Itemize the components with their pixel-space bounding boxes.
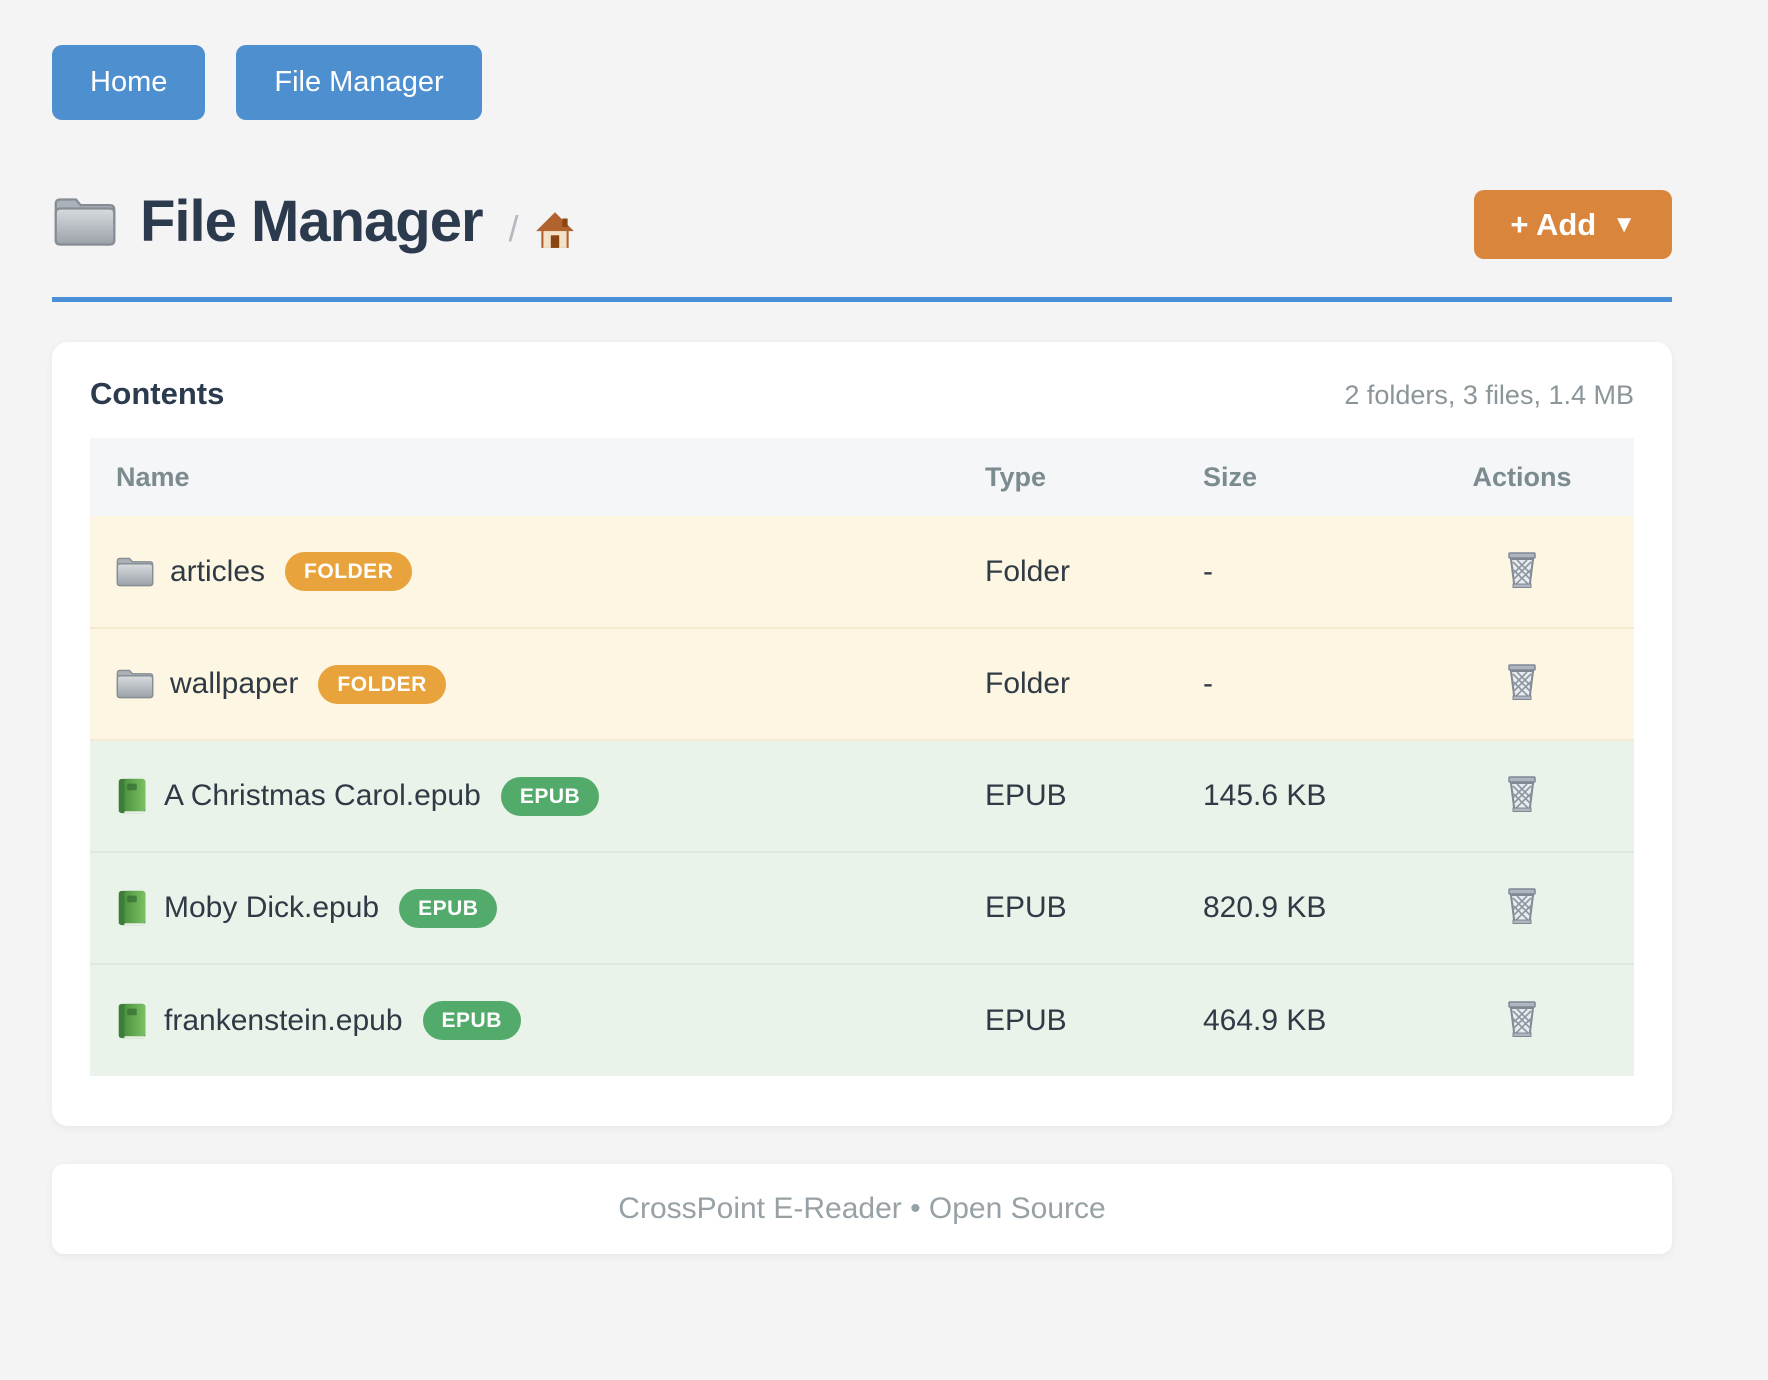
trash-icon <box>1508 551 1536 588</box>
item-size: - <box>1188 628 1410 741</box>
column-header-size: Size <box>1188 438 1410 516</box>
footer: CrossPoint E-Reader • Open Source <box>52 1164 1672 1254</box>
folder-badge: FOLDER <box>285 552 413 591</box>
delete-button[interactable] <box>1501 659 1543 708</box>
add-button[interactable]: + Add ▼ <box>1474 190 1672 259</box>
delete-button[interactable] <box>1501 996 1543 1045</box>
contents-card: Contents 2 folders, 3 files, 1.4 MB Name… <box>52 342 1672 1126</box>
green-book-icon <box>118 778 146 814</box>
item-type: Folder <box>970 628 1188 741</box>
breadcrumb-separator: / <box>508 207 519 249</box>
house-icon[interactable] <box>533 208 577 250</box>
item-type: EPUB <box>970 740 1188 853</box>
epub-badge: EPUB <box>500 776 600 816</box>
item-type: Folder <box>970 516 1188 629</box>
add-button-label: + Add <box>1510 206 1597 242</box>
table-row-moby-dick[interactable]: Moby Dick.epub EPUB EPUB 820.9 KB <box>90 852 1634 965</box>
delete-button[interactable] <box>1501 883 1543 932</box>
item-type: EPUB <box>970 852 1188 965</box>
column-header-actions: Actions <box>1410 438 1634 516</box>
item-size: 820.9 KB <box>1188 852 1410 965</box>
green-book-icon <box>118 1003 146 1038</box>
item-name[interactable]: wallpaper <box>170 667 299 700</box>
item-size: 145.6 KB <box>1188 740 1410 853</box>
item-name[interactable]: frankenstein.epub <box>164 1003 403 1037</box>
header-divider <box>52 297 1672 302</box>
caret-down-icon: ▼ <box>1612 210 1636 238</box>
trash-icon <box>1508 664 1536 701</box>
trash-icon <box>1508 776 1536 813</box>
item-name[interactable]: articles <box>170 554 266 588</box>
table-row-wallpaper[interactable]: wallpaper FOLDER Folder - <box>90 628 1634 741</box>
epub-badge: EPUB <box>422 1001 521 1040</box>
file-table: Name Type Size Actions articles FOLDER F… <box>90 438 1634 1076</box>
folder-icon <box>54 197 116 246</box>
column-header-type: Type <box>970 438 1188 516</box>
page-header: File Manager / + Add ▼ <box>52 184 1672 259</box>
table-row-frankenstein[interactable]: frankenstein.epub EPUB EPUB 464.9 KB <box>90 964 1634 1076</box>
item-size: - <box>1188 516 1410 629</box>
footer-text: CrossPoint E-Reader • Open Source <box>618 1192 1106 1225</box>
column-header-name: Name <box>90 438 970 516</box>
table-header-row: Name Type Size Actions <box>90 438 1634 516</box>
green-book-icon <box>118 890 146 926</box>
table-row-christmas-carol[interactable]: A Christmas Carol.epub EPUB EPUB 145.6 K… <box>90 740 1634 853</box>
item-name[interactable]: Moby Dick.epub <box>164 891 380 924</box>
item-type: EPUB <box>970 964 1188 1076</box>
contents-heading: Contents <box>90 376 225 411</box>
page-title: File Manager <box>140 189 484 254</box>
folder-icon <box>116 669 154 699</box>
folder-badge: FOLDER <box>318 664 446 704</box>
top-nav: Home File Manager <box>52 0 1672 120</box>
epub-badge: EPUB <box>399 888 498 928</box>
delete-button[interactable] <box>1501 771 1543 820</box>
delete-button[interactable] <box>1501 547 1543 596</box>
contents-summary: 2 folders, 3 files, 1.4 MB <box>1344 380 1634 410</box>
trash-icon <box>1508 1000 1536 1037</box>
item-size: 464.9 KB <box>1188 964 1410 1076</box>
file-manager-nav-button[interactable]: File Manager <box>236 45 482 120</box>
folder-icon <box>116 557 154 586</box>
table-row-articles[interactable]: articles FOLDER Folder - <box>90 516 1634 629</box>
home-nav-button[interactable]: Home <box>52 45 206 120</box>
item-name[interactable]: A Christmas Carol.epub <box>164 779 481 812</box>
trash-icon <box>1508 888 1536 925</box>
